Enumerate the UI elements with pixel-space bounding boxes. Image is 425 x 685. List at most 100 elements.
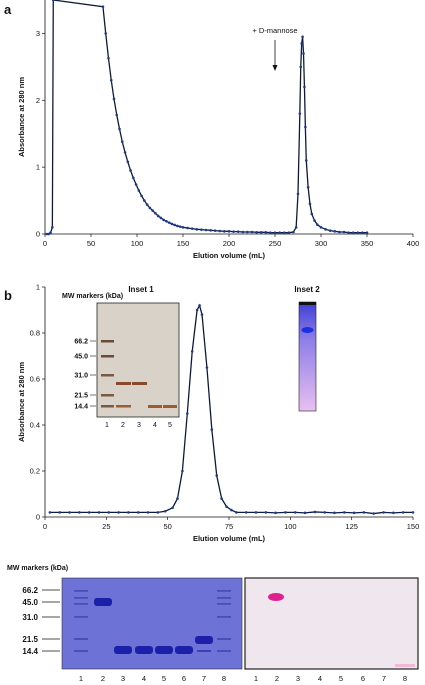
data-point [132,176,135,180]
inset1-gel-group [96,302,180,418]
data-point [269,231,272,234]
data-point [241,230,245,234]
data-point [120,140,124,144]
data-point [126,160,130,164]
data-point [324,228,327,231]
inset1-band [132,382,147,385]
data-point [127,511,130,514]
data-point [296,192,300,196]
gel-c-band [74,616,88,618]
data-point [236,230,240,233]
data-point [227,230,231,233]
d-mannose-annotation: + D-mannose [252,26,297,35]
data-point [274,511,277,515]
gel-c-band [74,590,88,592]
gel-c-band [217,603,231,605]
inset2-gel [298,301,317,412]
gel-c-band [74,638,88,640]
inset1-lane-labels: 1 2 3 4 5 [105,422,172,429]
lane-label: 8 [403,674,407,683]
data-point [232,230,235,233]
x-tick-label: 75 [225,522,233,531]
lane-label: 5 [168,422,172,429]
lane-label: 1 [254,674,258,683]
y-tick-label: 0.6 [30,375,40,384]
data-point [173,223,177,227]
x-tick-label: 100 [284,522,297,531]
data-point [162,218,165,222]
gel-c-band [217,638,231,640]
inset1-band [101,405,114,408]
data-point [204,228,208,232]
series-line [49,303,413,515]
data-point [300,42,303,45]
data-point [190,227,194,230]
data-point [313,510,317,514]
chart-a: 0 50 100 150 200 250 300 350 400 0 1 2 3 Elution volu… [17,0,419,260]
y-tick-label: 0.2 [30,467,40,476]
x-axis-title: Elution volume (mL) [193,534,266,543]
y-tick-label: 3 [36,29,40,38]
gel-c-lane-labels: 1 2 3 4 5 6 7 8 [79,674,226,683]
data-point [294,226,298,229]
data-point [51,0,55,2]
y-tick-label: 1 [36,283,40,292]
data-point [303,85,306,89]
data-point [178,225,182,228]
gel-c-band [217,616,231,618]
data-point [319,226,323,229]
data-point [218,229,222,233]
lane-label: 7 [382,674,386,683]
data-point [210,428,214,431]
data-point [198,304,201,307]
gel-c-band [155,646,173,654]
data-point [165,219,168,223]
annotation-arrow [272,40,278,71]
data-point [342,230,346,234]
data-point [323,511,326,514]
x-tick-label: 50 [87,239,95,248]
data-point [137,189,141,192]
inset1-gel [96,302,180,418]
y-tick-label: 0 [36,230,40,239]
data-point [51,226,54,229]
x-tick-label: 0 [43,239,47,248]
data-point [382,511,385,514]
panel-c-mw-title: MW markers (kDa) [7,565,68,572]
y-tick-label: 0.8 [30,329,40,338]
gel-d-dye-front [395,664,415,667]
data-point [215,474,219,477]
data-point [118,127,121,131]
data-point [361,231,364,234]
x-tick-label: 300 [315,239,328,248]
gel-c-band [195,636,213,644]
gel-c-band [74,603,88,605]
data-point [181,469,184,473]
data-point [49,231,52,234]
data-point [117,511,120,514]
data-point [328,229,332,232]
data-point [313,219,316,222]
lane-label: 1 [79,674,83,683]
gel-d-group [244,577,419,670]
data-point [209,229,212,232]
gel-d-lane-labels: 1 2 3 4 5 6 7 8 [254,674,407,683]
inset1-band [101,374,114,377]
mw-label: 31.0 [22,613,38,622]
data-point [78,511,81,514]
data-point [356,231,360,234]
inset1-title: Inset 1 [128,285,154,294]
mw-label: 66.2 [74,339,88,346]
mw-label: 14.4 [22,647,38,656]
data-point [154,211,157,215]
data-point [140,194,143,198]
data-point [151,209,154,212]
data-point [316,223,319,226]
mw-label: 14.4 [74,404,88,411]
data-point [159,216,163,220]
lane-label: 4 [142,674,146,683]
data-point [302,52,305,55]
gel-c-band [114,646,132,654]
data-point [264,231,268,234]
